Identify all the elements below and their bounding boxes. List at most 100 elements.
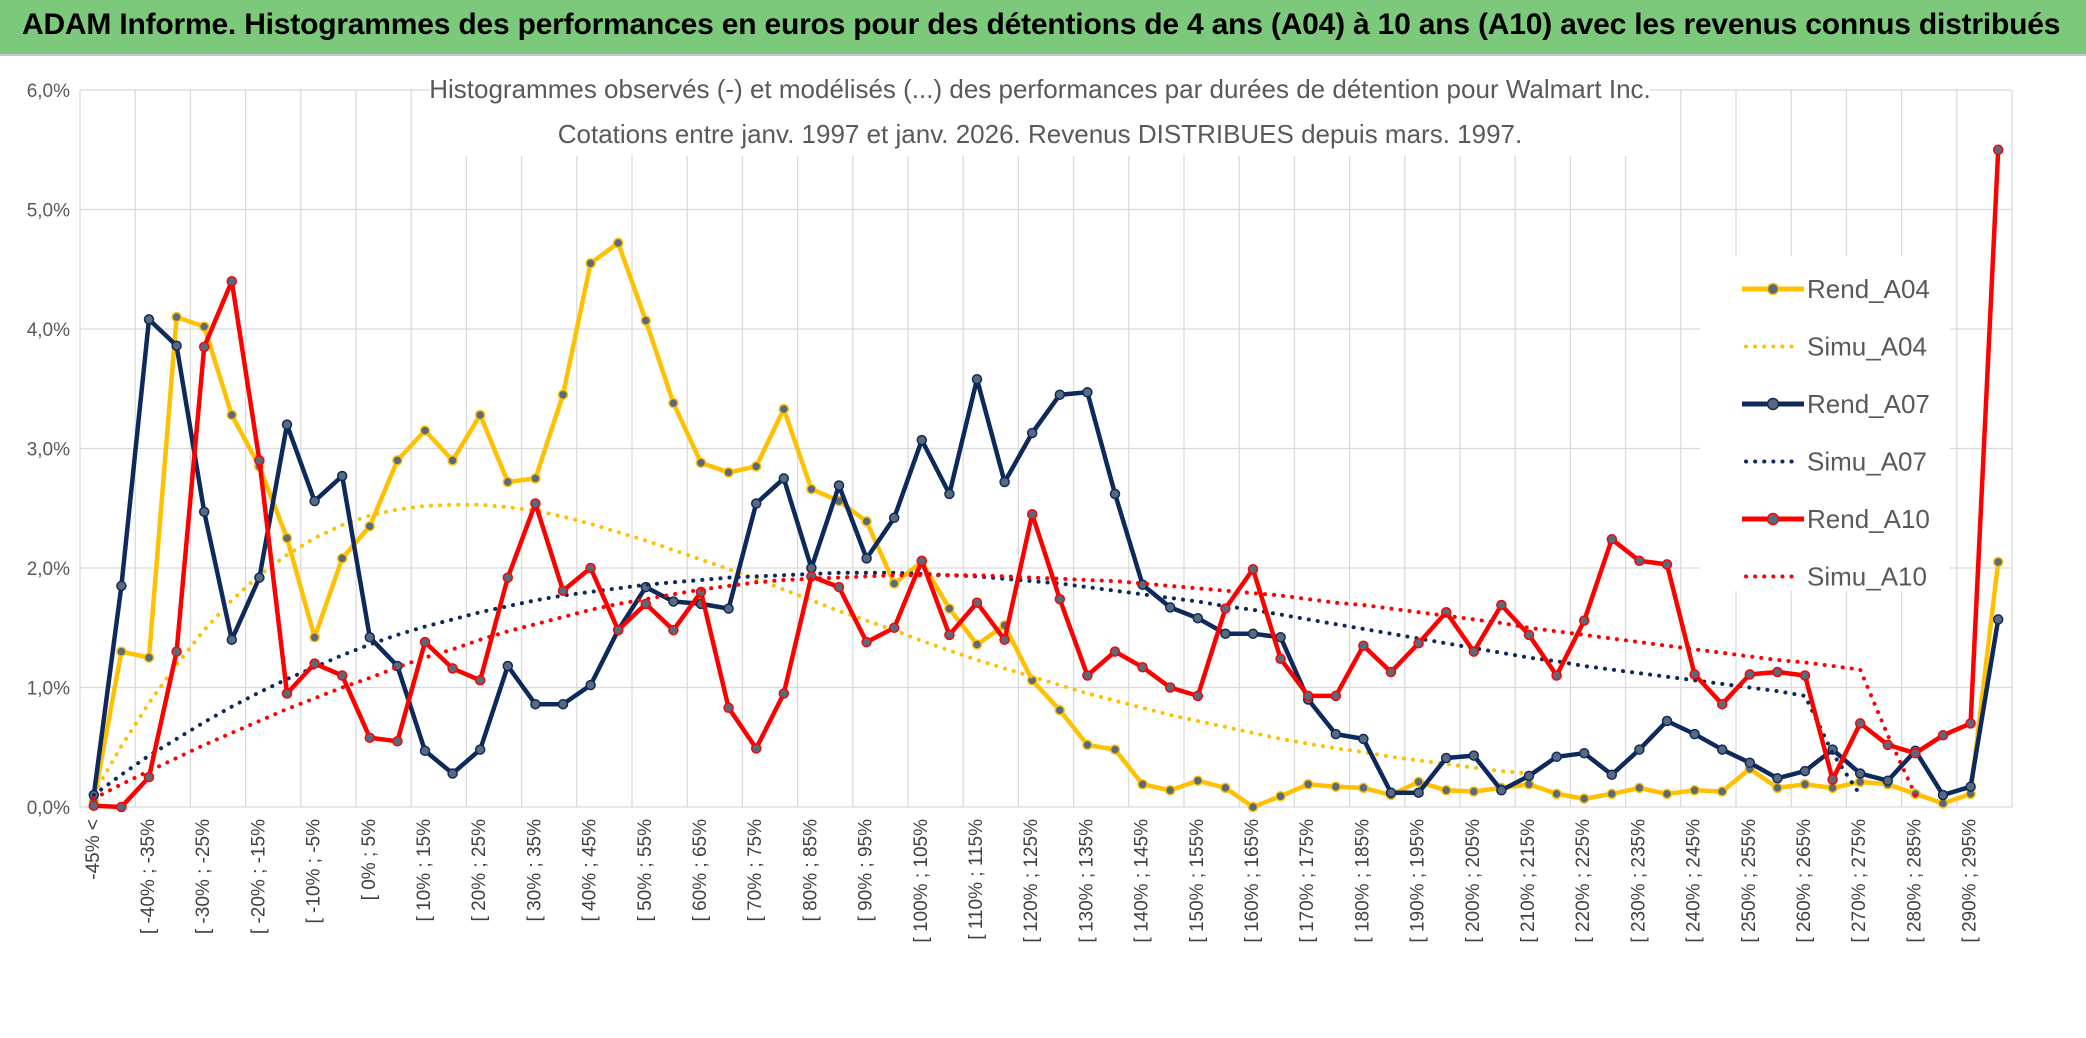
y-axis-ticks: 0,0% 1,0% 2,0% 3,0% 4,0% 5,0% 6,0% [27,81,70,819]
x-tick-label: [ 220% ; 225% [1573,819,1594,943]
x-tick-label: [ 40% ; 45% [580,819,601,922]
x-tick-label: [ 80% ; 85% [800,819,821,922]
data-point [1689,785,1700,796]
data-point [888,512,900,524]
data-point [640,315,652,326]
data-point [1413,787,1424,798]
legend-label: Simu_A04 [1807,332,1927,362]
x-tick-label: [ 100% ; 105% [911,819,932,943]
data-point [1302,779,1314,790]
data-point [1716,698,1728,710]
data-point [1910,747,1921,759]
chart-legend: Rend_A04 Simu_A04 Rend_A07 Simu_A07 Rend_A10… [1700,256,1950,592]
data-point [1606,788,1618,800]
data-point [171,646,182,657]
x-tick-label: [ 20% ; 25% [469,819,490,922]
x-tick-label: [ -10% ; -5% [304,819,325,924]
data-point [502,572,514,583]
data-point [640,598,652,610]
data-point [1634,782,1645,794]
data-point [1799,670,1811,681]
data-point [447,663,458,674]
data-point [1854,718,1866,729]
data-point [999,476,1010,488]
data-point [1496,785,1507,796]
data-point [1192,775,1204,786]
data-point [916,555,928,567]
data-point [116,646,127,657]
legend-label: Rend_A07 [1807,389,1930,419]
title-background [430,58,1650,156]
data-point [1661,788,1673,800]
data-point [1523,770,1535,782]
data-point [861,553,872,564]
x-tick-label: [ 130% ; 135% [1076,819,1097,943]
chart-title-group: Histogrammes observés (-) et modélisés (… [429,58,1651,156]
data-point [723,467,734,478]
x-tick-label: [ -20% ; -15% [248,819,269,934]
x-tick-label: [ 50% ; 55% [635,819,656,922]
data-point [1634,555,1645,567]
data-point [1661,715,1673,727]
data-point [1220,782,1231,794]
x-tick-label: [ 280% ; 285% [1904,819,1925,943]
chart-title: Histogrammes observés (-) et modélisés (… [429,74,1651,104]
legend-item: Rend_A10 [1742,504,1930,534]
data-point [668,596,679,607]
data-point [750,461,762,472]
data-point [447,455,458,466]
x-tick-label: [ -30% ; -25% [193,819,214,934]
data-point [833,581,845,593]
chart-subtitle: Cotations entre janv. 1997 et janv. 2026… [558,119,1522,149]
data-point [668,624,679,636]
data-point [557,585,569,596]
data-point [336,670,348,681]
chart-svg: 0,0% 1,0% 2,0% 3,0% 4,0% 5,0% 6,0% -45% < [ -40… [27,58,2013,943]
data-point [1164,602,1176,613]
series-line-rend-a10 [93,149,2001,810]
x-tick-label: [ 230% ; 235% [1628,819,1649,943]
data-point [419,425,431,436]
data-point [695,457,707,469]
data-point [1578,615,1590,626]
data-point [723,603,734,614]
data-point [612,624,624,636]
data-point [1468,646,1480,657]
data-point [1330,728,1342,740]
y-tick-label: 3,0% [27,440,70,461]
data-point [530,698,541,710]
x-tick-label: [ 90% ; 95% [856,819,877,922]
data-point [116,580,127,592]
data-point [392,455,403,466]
data-point [1413,638,1424,649]
data-point [198,506,210,518]
data-point [447,768,458,779]
data-point [419,745,431,757]
data-point [750,743,762,754]
legend-label: Rend_A04 [1807,274,1930,304]
data-point [1026,427,1038,439]
data-point [1468,786,1480,797]
data-point [668,397,679,409]
y-tick-label: 5,0% [27,201,70,222]
data-point [1275,632,1286,643]
data-point [254,572,265,583]
data-point [1137,779,1148,790]
data-point [888,578,900,589]
data-point [1109,744,1121,755]
data-point [419,636,431,648]
data-point [226,275,238,287]
data-point [281,688,293,699]
data-point [226,409,238,421]
data-point [971,639,983,650]
legend-background [1700,256,1950,591]
data-point [1496,599,1507,611]
data-point [1054,704,1066,716]
x-tick-label: [ 10% ; 15% [414,819,435,922]
data-point [833,480,845,491]
x-tick-label: [ 180% ; 185% [1352,819,1373,943]
data-point [778,473,790,484]
data-point [1689,669,1700,680]
data-point [1082,739,1093,751]
series-line-simu-a07 [91,570,1863,797]
